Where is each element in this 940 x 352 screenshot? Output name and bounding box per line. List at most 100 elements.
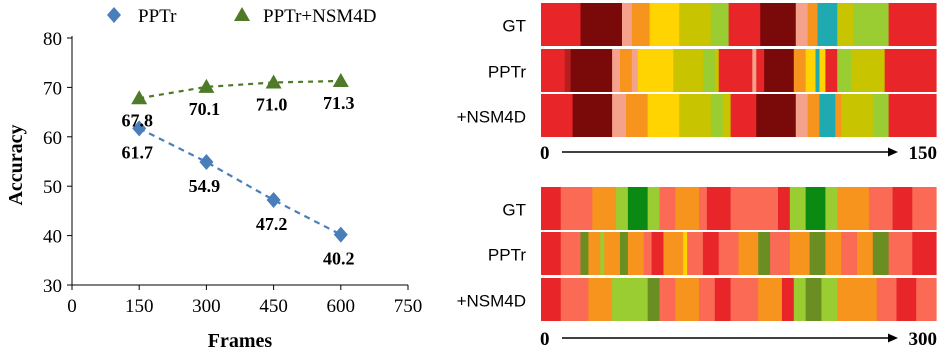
segment-block	[872, 94, 890, 137]
time-axis-start: 0	[540, 329, 550, 350]
axes: 30 40 50 60 70 80 0 150 300 450 600 750	[43, 29, 422, 317]
segment-block	[868, 187, 894, 230]
x-axis-label: Frames	[208, 330, 273, 352]
segment-block	[647, 278, 661, 321]
segment-block	[752, 49, 757, 92]
segment-block	[837, 187, 850, 230]
segment-block	[718, 232, 740, 275]
segment-block	[541, 3, 582, 46]
data-label: 71.3	[323, 93, 355, 113]
segment-block	[714, 278, 732, 321]
x-tick-label: 300	[192, 296, 221, 317]
segment-block	[888, 232, 913, 275]
segment-block	[679, 94, 712, 137]
segment-block	[825, 49, 838, 92]
segment-block	[805, 187, 826, 230]
timeline-row: +NSM4D	[457, 278, 937, 321]
segment-block	[730, 94, 757, 137]
segment-block	[627, 187, 649, 230]
segment-block	[760, 3, 797, 46]
segment-block	[718, 49, 753, 92]
legend-diamond-icon	[107, 7, 121, 23]
row-label: +NSM4D	[457, 292, 526, 311]
segment-block	[837, 49, 852, 92]
segment-block	[647, 187, 661, 230]
segment-block	[789, 232, 811, 275]
data-point-triangle	[198, 78, 215, 93]
segment-block	[637, 49, 674, 92]
segment-block	[849, 187, 870, 230]
y-tick-label: 40	[43, 227, 62, 248]
segment-block	[805, 49, 817, 92]
segment-block	[795, 94, 809, 137]
row-label: PPTr	[488, 246, 526, 265]
segment-block	[659, 278, 676, 321]
segment-block	[612, 94, 627, 137]
data-point-diamond	[199, 153, 214, 170]
accuracy-line-chart: PPTr PPTr+NSM4D 30 40 50 60 70 80 0 150 300 450 600…	[5, 6, 422, 352]
legend-label-pptr-nsm4d: PPTr+NSM4D	[263, 6, 377, 27]
segment-block	[728, 3, 761, 46]
data-label: 40.2	[323, 249, 355, 269]
segment-block	[687, 232, 704, 275]
segment-block	[541, 187, 562, 230]
data-label: 71.0	[256, 94, 288, 114]
segment-block	[793, 49, 807, 92]
x-tick-label: 600	[327, 296, 356, 317]
segment-block	[702, 49, 716, 92]
segment-block	[651, 232, 665, 275]
segment-block	[825, 187, 838, 230]
segment-block	[580, 232, 589, 275]
segment-block	[722, 94, 732, 137]
segment-block	[789, 187, 807, 230]
segment-block	[627, 232, 645, 275]
y-axis-label: Accuracy	[5, 124, 27, 205]
segment-block	[706, 187, 732, 230]
segment-block	[683, 232, 688, 275]
row-label: GT	[502, 17, 526, 36]
segment-block	[699, 187, 708, 230]
segment-block	[857, 232, 874, 275]
data-point-diamond	[333, 226, 348, 243]
legend-triangle-icon	[234, 7, 250, 21]
segment-block	[837, 278, 854, 321]
data-point-triangle	[265, 74, 282, 89]
y-tick-label: 30	[43, 276, 62, 297]
segment-block	[738, 232, 759, 275]
legend: PPTr PPTr+NSM4D	[107, 6, 377, 27]
time-axis-arrow-icon	[888, 333, 898, 343]
data-point-triangle	[332, 72, 349, 87]
segment-block	[564, 49, 572, 92]
segmentation-timeline-150: GT PPTr +NSM4D 0 150	[457, 3, 937, 164]
segment-block	[659, 187, 676, 230]
segment-block	[710, 3, 730, 46]
segment-block	[815, 49, 821, 92]
time-axis-arrow-icon	[888, 147, 898, 157]
segment-block	[770, 232, 791, 275]
segment-block	[819, 49, 826, 92]
segment-block	[702, 232, 720, 275]
segment-block	[600, 232, 605, 275]
segment-block	[675, 187, 700, 230]
segment-block	[809, 232, 826, 275]
segment-block	[837, 3, 854, 46]
segment-block	[541, 278, 562, 321]
segment-block	[764, 49, 795, 92]
segment-block	[643, 232, 653, 275]
row-label: +NSM4D	[457, 108, 526, 127]
segment-block	[841, 232, 858, 275]
segment-block	[884, 49, 937, 92]
segment-block	[835, 94, 842, 137]
segment-block	[888, 3, 937, 46]
segment-block	[912, 187, 937, 230]
segment-block	[541, 49, 566, 92]
segment-block	[612, 278, 649, 321]
segment-block	[625, 94, 649, 137]
time-axis-end: 300	[909, 329, 938, 350]
segment-block	[730, 278, 759, 321]
row-label: GT	[502, 201, 526, 220]
data-label: 70.1	[189, 99, 221, 119]
legend-label-pptr: PPTr	[138, 6, 177, 27]
segment-block	[795, 3, 809, 46]
